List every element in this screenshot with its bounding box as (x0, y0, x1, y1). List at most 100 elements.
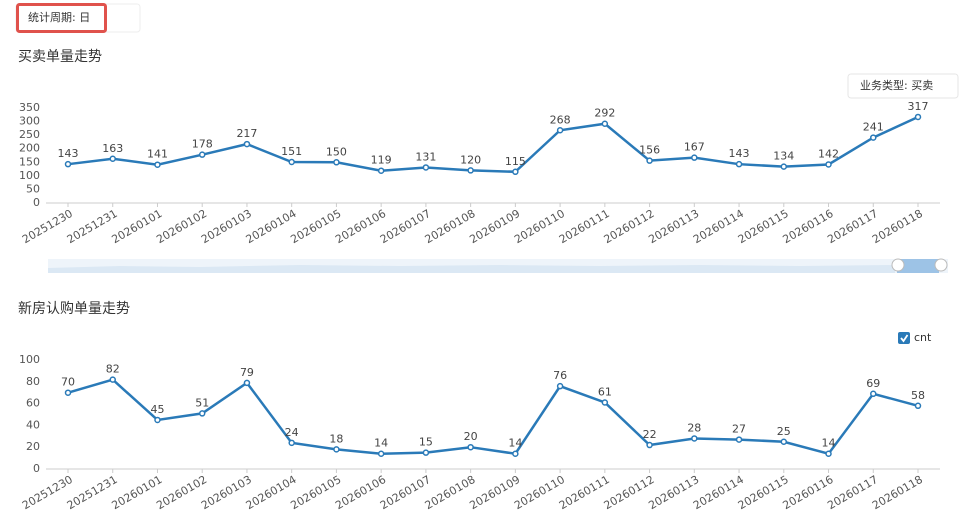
data-point (646, 441, 653, 449)
data-label: 120 (460, 153, 481, 166)
data-label: 167 (684, 141, 705, 154)
x-tick-label: 20260118 (870, 207, 925, 246)
data-label: 69 (866, 377, 880, 390)
data-point (467, 443, 474, 451)
data-point (377, 450, 385, 457)
data-label: 163 (102, 142, 123, 155)
data-point (914, 402, 922, 410)
data-point (691, 435, 698, 442)
zoom-window[interactable] (897, 259, 939, 273)
filter-label[interactable]: 统计周期: 日 (28, 11, 90, 24)
data-label: 28 (687, 421, 701, 434)
data-point (601, 120, 609, 127)
data-point (243, 140, 251, 148)
data-point (109, 155, 116, 163)
data-point (288, 158, 295, 166)
y-tick-label: 350 (19, 101, 40, 114)
series-line (67, 115, 919, 174)
y-tick-label: 80 (26, 375, 40, 388)
data-label: 25 (777, 425, 791, 438)
data-label: 14 (374, 437, 388, 450)
y-tick-label: 200 (19, 142, 40, 155)
data-point (243, 379, 251, 387)
data-point (870, 134, 877, 141)
data-label: 70 (61, 376, 75, 389)
data-point (691, 154, 698, 161)
data-label: 61 (598, 386, 612, 399)
chart-title: 新房认购单量走势 (18, 301, 130, 317)
data-label: 15 (419, 436, 433, 449)
zoom-handle[interactable] (934, 258, 948, 272)
chart-title: 买卖单量走势 (18, 49, 102, 65)
data-label: 24 (285, 426, 299, 439)
zoom-handle[interactable] (891, 258, 905, 272)
data-point (422, 164, 430, 171)
data-point (288, 439, 295, 447)
series-line (67, 378, 919, 456)
data-point (422, 449, 430, 456)
y-tick-label: 20 (26, 440, 40, 453)
data-label: 51 (195, 396, 209, 409)
data-point (64, 160, 72, 168)
data-label: 22 (643, 428, 657, 441)
data-point (512, 168, 519, 176)
data-point (825, 161, 832, 168)
x-tick-label: 20260118 (870, 473, 925, 512)
data-point (154, 416, 161, 424)
data-point (735, 436, 743, 443)
data-point (914, 113, 922, 121)
data-point (825, 450, 832, 457)
data-label: 134 (773, 150, 794, 163)
y-tick-label: 50 (26, 182, 40, 195)
data-point (646, 157, 653, 164)
data-point (556, 127, 564, 134)
data-point (556, 382, 564, 390)
data-label: 131 (415, 150, 436, 163)
data-label: 143 (729, 147, 750, 160)
data-label: 14 (822, 437, 836, 450)
data-point (333, 159, 340, 166)
data-label: 58 (911, 389, 925, 402)
selector-box[interactable] (847, 73, 959, 99)
zoom-preview (48, 265, 895, 273)
data-label: 292 (594, 107, 615, 120)
y-tick-label: 40 (26, 418, 40, 431)
data-point (601, 399, 609, 406)
check-mark (900, 334, 909, 343)
data-label: 156 (639, 144, 660, 157)
data-point (735, 160, 743, 168)
data-label: 27 (732, 423, 746, 436)
legend-label[interactable]: cnt (914, 331, 932, 344)
data-point (198, 410, 206, 417)
y-tick-label: 60 (26, 397, 40, 410)
y-tick-label: 100 (19, 169, 40, 182)
data-label: 76 (553, 369, 567, 382)
data-label: 268 (550, 113, 571, 126)
filter-highlight (16, 3, 107, 33)
data-label: 150 (326, 145, 347, 158)
data-label: 20 (464, 430, 478, 443)
data-point (377, 167, 385, 174)
data-point (198, 151, 206, 158)
data-label: 45 (150, 403, 164, 416)
selector-label[interactable]: 业务类型: 买卖 (860, 78, 933, 92)
data-point (64, 389, 72, 396)
data-label: 79 (240, 366, 254, 379)
y-tick-label: 0 (33, 462, 40, 475)
data-label: 82 (106, 363, 120, 376)
data-label: 141 (147, 148, 168, 161)
data-point (870, 390, 877, 398)
legend-checkbox[interactable] (898, 332, 910, 344)
y-tick-label: 100 (19, 353, 40, 366)
data-label: 18 (329, 432, 343, 445)
y-tick-label: 0 (33, 196, 40, 209)
data-label: 142 (818, 147, 839, 160)
data-label: 178 (192, 138, 213, 151)
data-label: 143 (58, 147, 79, 160)
data-point (780, 438, 788, 445)
data-label: 241 (863, 121, 884, 134)
data-point (109, 376, 116, 383)
y-tick-label: 250 (19, 128, 40, 141)
